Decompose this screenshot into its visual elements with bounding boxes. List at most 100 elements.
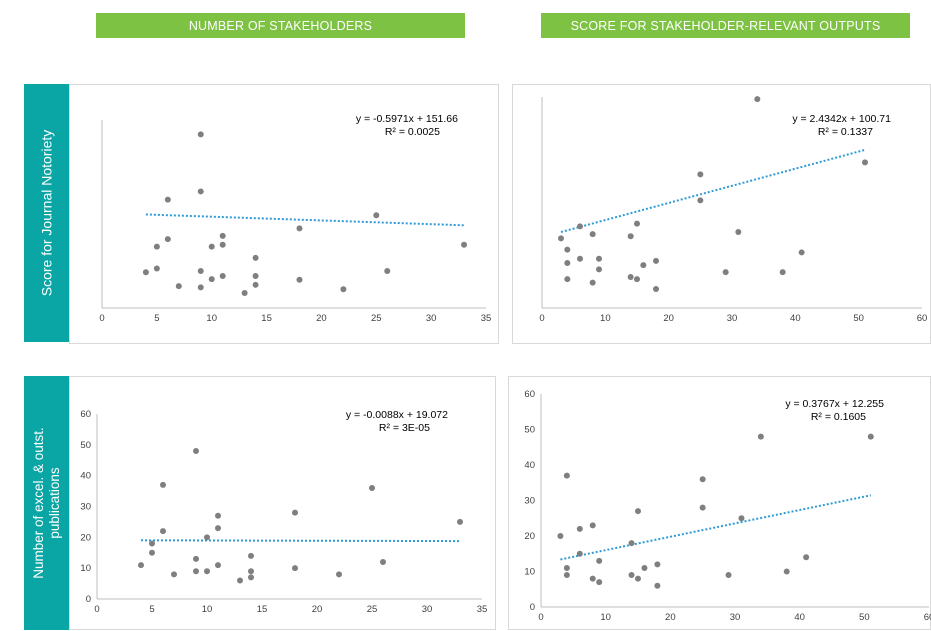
data-point (384, 268, 391, 275)
x-tick-label: 50 (853, 313, 864, 324)
data-point (654, 582, 661, 589)
trend-equation: y = -0.0088x + 19.072 (346, 409, 448, 421)
data-point (634, 276, 640, 283)
data-point (369, 485, 375, 491)
data-point (248, 552, 254, 559)
data-point (589, 575, 596, 582)
data-point (142, 269, 149, 276)
data-point (204, 534, 210, 541)
data-point (697, 197, 704, 204)
data-point (237, 577, 243, 584)
data-point (380, 559, 386, 565)
data-point (292, 509, 298, 516)
data-point (627, 274, 634, 281)
data-point (754, 96, 761, 103)
data-point (577, 255, 583, 262)
side-label-bottom-line1: Number of excel. & outst. (30, 427, 46, 579)
x-tick-label: 15 (261, 313, 272, 324)
data-point (149, 540, 155, 547)
data-point (149, 549, 155, 556)
data-point (735, 229, 742, 236)
data-point (252, 281, 259, 288)
data-point (635, 508, 641, 515)
data-point (589, 231, 596, 238)
data-point (160, 481, 166, 488)
data-point (197, 268, 204, 275)
trend-equation: y = -0.5971x + 151.66 (356, 113, 458, 125)
x-tick-label: 10 (206, 313, 217, 324)
y-tick-label: 0 (530, 602, 535, 613)
side-label-journal-notoriety: Score for Journal Notoriety (24, 84, 69, 342)
data-point (867, 433, 874, 440)
data-point (215, 562, 221, 569)
data-point (197, 188, 204, 195)
x-tick-label: 10 (202, 604, 213, 615)
x-tick-label: 0 (538, 612, 543, 623)
x-tick-label: 30 (422, 604, 433, 615)
data-point (340, 286, 347, 293)
header-score-stakeholder-outputs: SCORE FOR STAKEHOLDER-RELEVANT OUTPUTS (541, 13, 910, 38)
data-point (635, 575, 641, 582)
x-tick-label: 20 (316, 313, 327, 324)
data-point (215, 525, 221, 532)
data-point (641, 564, 648, 571)
data-point (798, 249, 805, 256)
trendline (140, 539, 461, 543)
y-tick-label: 20 (80, 532, 91, 543)
x-tick-label: 10 (600, 313, 611, 324)
trendline (560, 148, 866, 233)
x-tick-label: 50 (859, 612, 870, 623)
data-point (197, 131, 204, 138)
data-point (628, 572, 635, 579)
data-point (164, 236, 171, 243)
side-label-top-text: Score for Journal Notoriety (38, 129, 55, 297)
data-point (779, 269, 786, 276)
r-squared-label: R² = 3E-05 (379, 422, 430, 434)
data-point (862, 159, 868, 166)
data-point (589, 522, 596, 529)
data-point (215, 512, 221, 519)
data-point (803, 554, 810, 561)
data-point (193, 448, 199, 454)
data-point (596, 579, 603, 586)
data-point (589, 279, 596, 286)
data-point (208, 243, 215, 250)
data-point (164, 196, 171, 203)
data-point (252, 273, 259, 280)
x-tick-label: 0 (99, 313, 104, 324)
trendline (560, 494, 872, 561)
x-tick-label: 35 (477, 604, 488, 615)
x-tick-label: 30 (727, 313, 738, 324)
header-number-of-stakeholders: NUMBER OF STAKEHOLDERS (96, 13, 465, 38)
r-squared-label: R² = 0.1337 (818, 126, 873, 138)
scatter-chart-stakeholders-vs-publications: 0 5 10 15 20 25 30 35 0 10 20 30 40 50 60 y = -0.0088x … (80, 409, 488, 615)
data-point (738, 515, 745, 522)
x-tick-label: 30 (426, 313, 437, 324)
data-point (219, 232, 226, 239)
x-tick-label: 20 (312, 604, 323, 615)
x-tick-label: 20 (663, 313, 674, 324)
data-point (296, 276, 303, 283)
data-point (248, 568, 254, 575)
scatter-chart-outputs-vs-publications: 0 10 20 30 40 50 60 0 10 20 30 40 50 60 y = 0.3767x + … (524, 389, 931, 623)
data-point (725, 572, 732, 579)
side-label-publications: Number of excel. & outst. publications (24, 376, 69, 630)
data-point (564, 259, 571, 266)
data-point (653, 257, 659, 264)
x-tick-label: 20 (665, 612, 676, 623)
trend-equation: y = 0.3767x + 12.255 (785, 398, 884, 410)
data-point (563, 572, 570, 579)
r-squared-label: R² = 0.1605 (811, 411, 866, 423)
data-point (654, 561, 661, 568)
data-point (596, 557, 603, 564)
data-point (296, 225, 303, 232)
y-tick-label: 30 (80, 502, 91, 513)
data-point (722, 269, 729, 276)
y-tick-label: 50 (524, 425, 535, 436)
chart-panel-outputs-publications: 0 10 20 30 40 50 60 0 10 20 30 40 50 60 y = 0.3767x + … (508, 376, 931, 630)
data-point (153, 243, 160, 250)
data-point (175, 283, 182, 290)
data-point (653, 286, 659, 293)
y-tick-label: 40 (80, 471, 91, 482)
